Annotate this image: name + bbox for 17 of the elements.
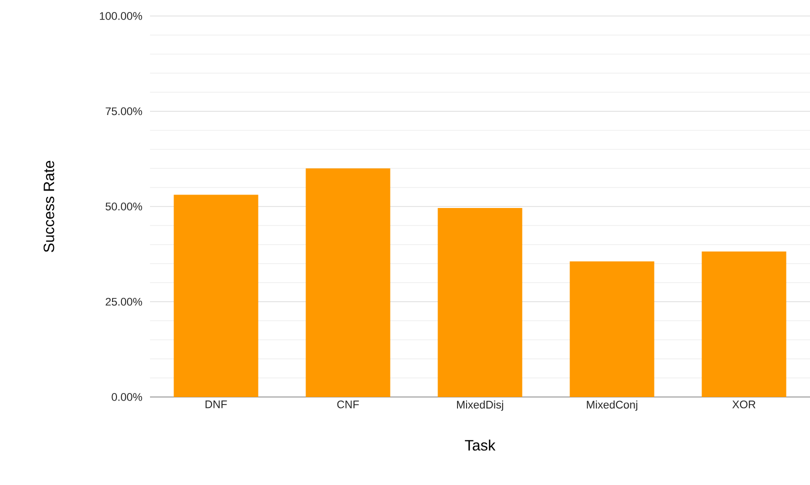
y-tick-label: 0.00%	[112, 393, 142, 401]
y-tick-label: 75.00%	[106, 107, 142, 116]
x-tick-label: CNF	[337, 400, 359, 408]
x-tick-label: DNF	[206, 400, 227, 408]
bar	[438, 208, 522, 397]
x-tick-label: MixedConj	[586, 400, 638, 411]
x-tick-label: MixedDisj	[457, 400, 504, 411]
y-tick-label: 25.00%	[106, 298, 142, 306]
bar	[702, 251, 786, 397]
bar	[570, 261, 654, 397]
x-tick-label: XOR	[732, 400, 756, 408]
bar	[306, 168, 390, 397]
y-tick-label: 100.00%	[100, 12, 142, 20]
bar	[174, 194, 258, 397]
y-tick-label: 50.00%	[106, 202, 142, 210]
y-axis-title: Success Rate	[44, 160, 54, 252]
x-axis-title: Task	[464, 440, 496, 451]
